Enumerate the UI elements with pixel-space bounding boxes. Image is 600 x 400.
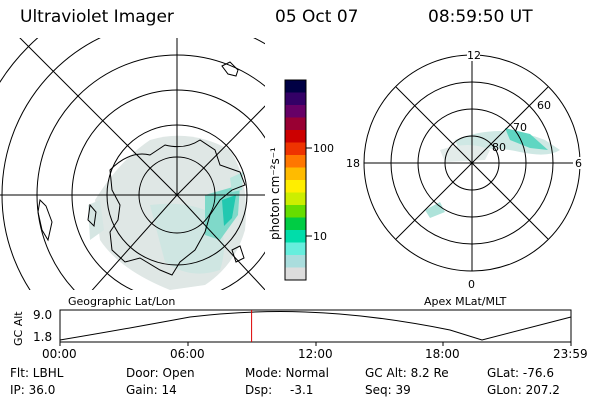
magnetic-panel-label: Apex MLat/MLT [424, 295, 507, 308]
time-label: 08:59:50 UT [428, 7, 533, 27]
altitude-xtick-0000: 00:00 [42, 347, 77, 361]
lat-label-70: 70 [513, 121, 527, 134]
mlt-label-18: 18 [346, 157, 360, 170]
altitude-xtick-2359: 23:59 [553, 347, 588, 361]
seq-info: Seq: 39 [365, 383, 411, 397]
dsp-value: -3.1 [290, 383, 314, 397]
colorbar-segment [285, 230, 306, 243]
gain-info: Gain: 14 [126, 383, 177, 397]
geographic-panel-label: Geographic Lat/Lon [68, 295, 176, 308]
colorbar-segment [285, 105, 306, 118]
colorbar-segment [285, 92, 306, 106]
gc-alt-info: GC Alt: 8.2 Re [365, 366, 449, 380]
glat-info: GLat: -76.6 [487, 366, 554, 380]
colorbar-segment [285, 267, 306, 281]
colorbar-segment [285, 130, 306, 143]
dsp-label: Dsp: [245, 383, 273, 397]
app-title: Ultraviolet Imager [20, 7, 174, 27]
altitude-curve [59, 311, 572, 341]
colorbar-unit-label: photon cm⁻²s⁻¹ [268, 147, 282, 240]
mlt-label-0: 0 [468, 278, 475, 291]
colorbar-segment [285, 180, 306, 193]
colorbar-tick-100: 100 [313, 142, 334, 155]
colorbar-segment [285, 155, 306, 168]
colorbar-tick-10: 10 [313, 230, 327, 243]
altitude-xtick-1200: 12:00 [298, 347, 333, 361]
mlt-label-6: 6 [575, 157, 582, 170]
altitude-ytick-max: 9.0 [33, 308, 53, 322]
altitude-ylabel: GC Alt [12, 311, 25, 346]
ip-info: IP: 36.0 [10, 383, 56, 397]
glon-info: GLon: 207.2 [487, 383, 560, 397]
colorbar-segment [285, 80, 306, 93]
colorbar-segment [285, 117, 306, 131]
polar-grid [363, 54, 581, 272]
colorbar-segment [285, 192, 306, 206]
intensity-colorbar: 100 10 photon cm⁻²s⁻¹ [268, 79, 334, 281]
colorbar-segment [285, 217, 306, 231]
altitude-plot: GC Alt [12, 309, 572, 346]
altitude-xtick-0600: 06:00 [170, 347, 205, 361]
door-info: Door: Open [126, 366, 195, 380]
flt-info: Flt: LBHL [10, 366, 64, 380]
altitude-ytick-min: 1.8 [33, 330, 53, 344]
colorbar-segment [285, 242, 306, 256]
mlt-label-12: 12 [467, 49, 481, 62]
date-label: 05 Oct 07 [275, 7, 359, 27]
colorbar-segment [285, 205, 306, 218]
lat-label-60: 60 [537, 99, 551, 112]
geographic-map-panel [0, 38, 265, 290]
colorbar-segment [285, 167, 306, 181]
altitude-xtick-1800: 18:00 [425, 347, 460, 361]
mode-info: Mode: Normal [245, 366, 329, 380]
aurora-image-right [425, 128, 560, 218]
lat-label-80: 80 [492, 141, 506, 154]
geographic-grid [0, 38, 265, 290]
magnetic-polar-panel: 12 6 0 18 60 70 80 [346, 49, 583, 291]
colorbar-segment [285, 255, 306, 268]
colorbar-segment [285, 142, 306, 156]
